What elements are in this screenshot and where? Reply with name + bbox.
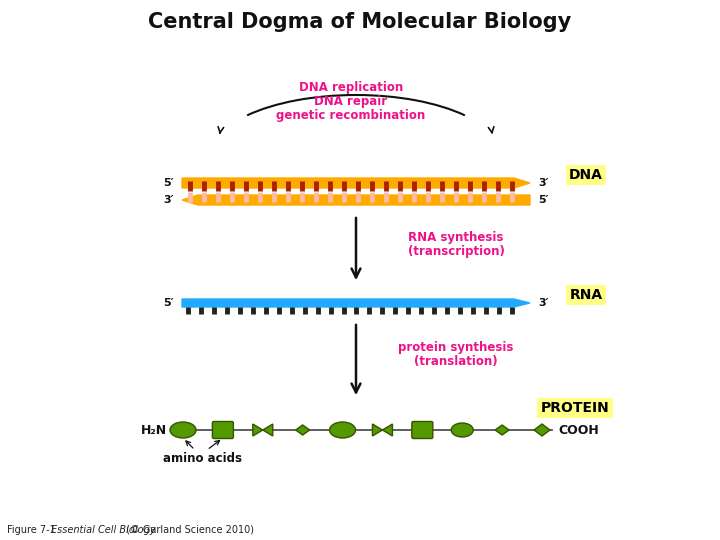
- Text: (translation): (translation): [414, 354, 498, 368]
- Text: (transcription): (transcription): [408, 246, 505, 259]
- Ellipse shape: [451, 423, 473, 437]
- Text: 3′: 3′: [538, 178, 549, 188]
- FancyArrow shape: [182, 178, 530, 188]
- Polygon shape: [534, 424, 550, 436]
- FancyArrow shape: [182, 195, 530, 205]
- FancyBboxPatch shape: [412, 422, 433, 438]
- Polygon shape: [253, 424, 273, 436]
- Text: 5′: 5′: [163, 178, 174, 188]
- FancyBboxPatch shape: [212, 422, 233, 438]
- Text: COOH: COOH: [558, 423, 599, 436]
- Ellipse shape: [170, 422, 196, 438]
- FancyArrow shape: [182, 299, 530, 307]
- Text: H₂N: H₂N: [141, 423, 167, 436]
- Polygon shape: [495, 425, 509, 435]
- Text: RNA: RNA: [570, 288, 603, 302]
- Text: DNA: DNA: [569, 168, 603, 182]
- Text: PROTEIN: PROTEIN: [541, 401, 609, 415]
- Text: DNA replication: DNA replication: [299, 82, 403, 94]
- Text: Figure 7-1: Figure 7-1: [7, 525, 62, 535]
- Text: 3′: 3′: [163, 195, 174, 205]
- Text: (© Garland Science 2010): (© Garland Science 2010): [123, 525, 254, 535]
- Text: Central Dogma of Molecular Biology: Central Dogma of Molecular Biology: [148, 12, 572, 32]
- Text: 5′: 5′: [163, 298, 174, 308]
- Text: protein synthesis: protein synthesis: [398, 341, 513, 354]
- Polygon shape: [372, 424, 392, 436]
- Text: Essential Cell Biology: Essential Cell Biology: [51, 525, 156, 535]
- Text: 3′: 3′: [538, 298, 549, 308]
- Text: RNA synthesis: RNA synthesis: [408, 232, 504, 245]
- Text: 5′: 5′: [538, 195, 549, 205]
- Polygon shape: [296, 425, 310, 435]
- Ellipse shape: [330, 422, 356, 438]
- Text: amino acids: amino acids: [163, 451, 243, 464]
- Text: genetic recombination: genetic recombination: [276, 110, 426, 123]
- Text: DNA repair: DNA repair: [315, 96, 387, 109]
